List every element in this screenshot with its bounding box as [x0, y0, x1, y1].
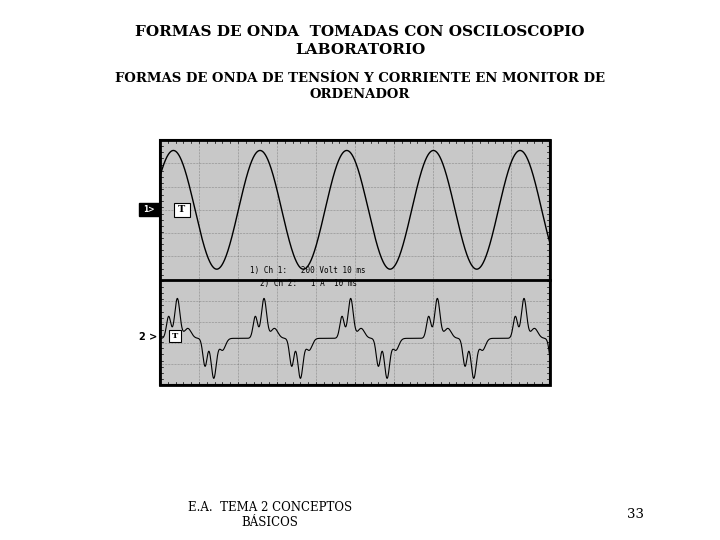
FancyBboxPatch shape: [174, 203, 190, 217]
Text: 33: 33: [626, 509, 644, 522]
Text: 1) Ch 1:   200 Volt 10 ms: 1) Ch 1: 200 Volt 10 ms: [251, 266, 366, 275]
Text: 1>: 1>: [143, 205, 155, 214]
Text: E.A.  TEMA 2 CONCEPTOS
BÁSICOS: E.A. TEMA 2 CONCEPTOS BÁSICOS: [188, 501, 352, 529]
FancyBboxPatch shape: [169, 330, 181, 342]
Text: T: T: [172, 332, 178, 340]
Text: ORDENADOR: ORDENADOR: [310, 87, 410, 100]
FancyBboxPatch shape: [139, 204, 159, 217]
Text: FORMAS DE ONDA  TOMADAS CON OSCILOSCOPIO: FORMAS DE ONDA TOMADAS CON OSCILOSCOPIO: [135, 25, 585, 39]
Text: FORMAS DE ONDA DE TENSÍON Y CORRIENTE EN MONITOR DE: FORMAS DE ONDA DE TENSÍON Y CORRIENTE EN…: [115, 72, 605, 85]
Text: T: T: [179, 205, 186, 214]
FancyBboxPatch shape: [160, 140, 550, 385]
Text: 2 >: 2 >: [139, 332, 157, 342]
Text: 2) Ch 2:   1 A  10 ms: 2) Ch 2: 1 A 10 ms: [260, 279, 357, 288]
Text: LABORATORIO: LABORATORIO: [295, 43, 425, 57]
